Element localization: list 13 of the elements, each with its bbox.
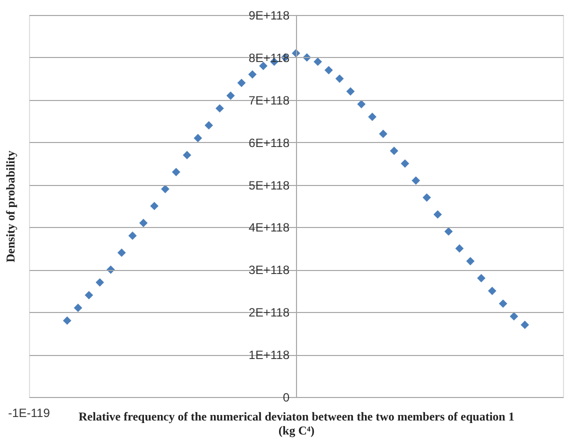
y-tick-label: 8E+118 [248, 50, 290, 65]
y-tick-label: 3E+118 [248, 263, 290, 278]
y-tick-label: 6E+118 [248, 136, 290, 150]
text: -1E-119 [8, 406, 50, 420]
y-tick-label: 1E+118 [248, 348, 290, 362]
y-tick-label: 5E+118 [248, 178, 290, 192]
y-tick-label: 4E+118 [248, 220, 290, 235]
y-tick-label: 9E+118 [248, 8, 290, 22]
y-tick-label: 7E+118 [248, 93, 290, 108]
y-tick-label: 0 [282, 390, 290, 404]
y-axis-title: Density of probability [4, 150, 18, 262]
x-axis-title: Relative frequency of the numerical deviaton between the two members of equation 1 (kg C⁴) [78, 410, 514, 438]
y-tick-label: 2E+118 [248, 306, 290, 320]
